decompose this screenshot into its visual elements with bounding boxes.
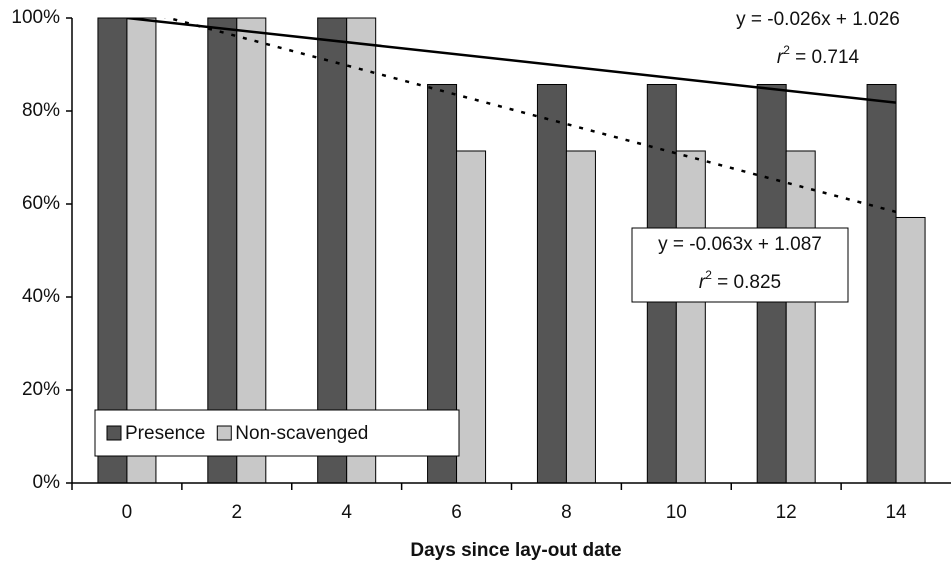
trendline	[163, 18, 897, 214]
bar	[126, 17, 157, 484]
bar	[207, 17, 238, 484]
legend-swatch	[106, 425, 122, 441]
x-tick-label: 0	[122, 502, 133, 523]
bar	[675, 150, 706, 484]
trendline	[126, 18, 897, 104]
legend-swatch	[216, 425, 232, 441]
x-tick-label: 4	[341, 502, 352, 523]
legend-label: Non-scavenged	[235, 423, 368, 444]
bar	[317, 17, 348, 484]
y-tick-label: 0%	[33, 472, 61, 493]
trend-equation: y = -0.063x + 1.087	[658, 234, 822, 255]
r2-value: = 0.714	[790, 47, 860, 68]
bar	[456, 150, 487, 484]
r2-power: 2	[783, 43, 790, 57]
y-tick-label: 60%	[22, 193, 60, 214]
bar	[785, 150, 816, 484]
x-tick-label: 12	[776, 502, 797, 523]
r2-symbol: r	[777, 47, 784, 68]
x-tick-label: 2	[232, 502, 243, 523]
x-tick-label: 8	[561, 502, 572, 523]
y-tick-label: 100%	[11, 7, 60, 28]
y-tick-label: 80%	[22, 100, 60, 121]
trend-equation: y = -0.026x + 1.026	[736, 9, 900, 30]
trendlines	[126, 18, 897, 214]
legend-box	[94, 409, 460, 457]
bar	[236, 17, 267, 484]
x-axis-label: Days since lay-out date	[410, 540, 621, 561]
x-tick-label: 14	[885, 502, 907, 523]
y-tick-label: 20%	[22, 379, 60, 400]
y-tick-label: 40%	[22, 286, 60, 307]
trend-r2: r2 = 0.714	[777, 43, 860, 68]
bar	[895, 216, 926, 484]
legend-label: Presence	[125, 423, 205, 444]
r2-power: 2	[705, 268, 712, 282]
bar	[565, 150, 596, 484]
r2-value: = 0.825	[712, 272, 781, 293]
r2-symbol: r	[699, 272, 706, 293]
equation-box	[631, 227, 849, 303]
x-tick-label: 10	[666, 502, 687, 523]
x-tick-label: 6	[451, 502, 462, 523]
bar	[536, 83, 567, 484]
bar	[866, 83, 897, 484]
trend-r2: r2 = 0.825	[699, 268, 781, 293]
